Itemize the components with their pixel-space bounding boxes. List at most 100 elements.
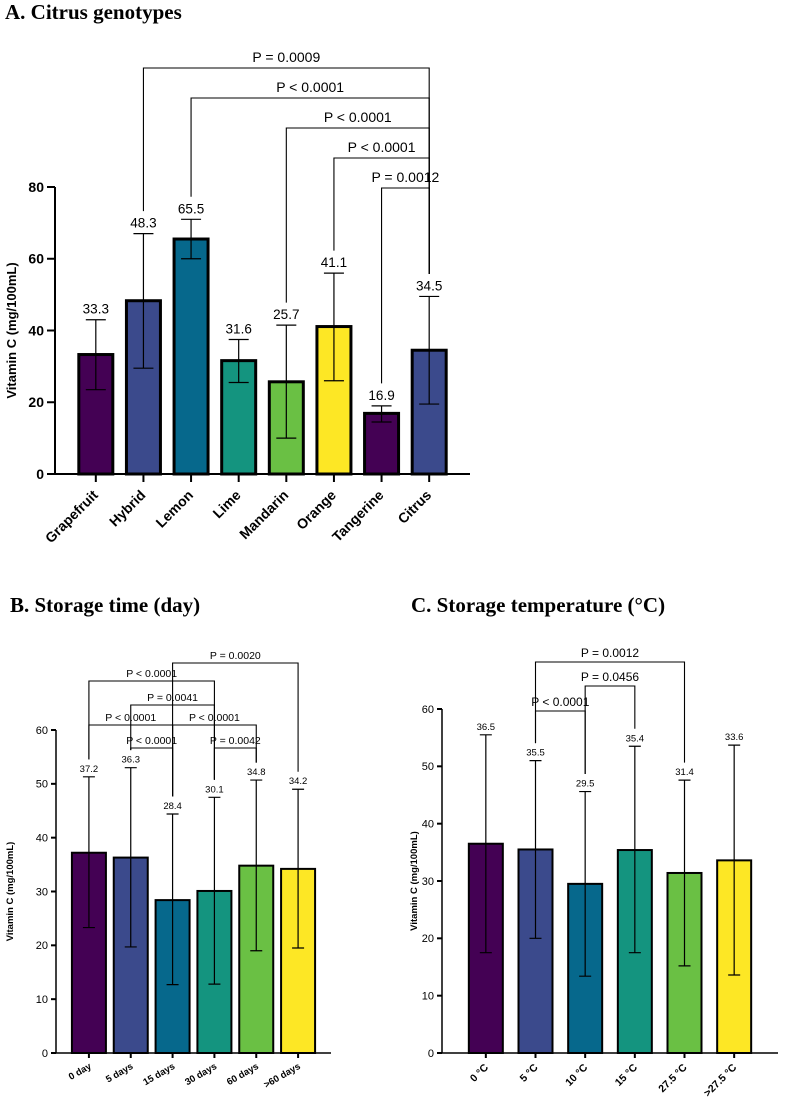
y-tick-label: 20 [28,394,44,410]
x-tick-label: 15 days [141,1061,177,1088]
x-tick-label: 0 °C [468,1061,491,1084]
p-value-label: P < 0.0001 [126,668,177,680]
y-tick-label: 10 [36,994,48,1006]
value-label: 36.3 [122,755,141,766]
value-label: 33.6 [725,732,744,743]
value-label: 31.6 [226,321,252,336]
significance-bracket [534,661,686,763]
y-tick-label: 0 [428,1048,434,1060]
value-label: 37.2 [80,764,99,775]
bar-lemon [172,237,210,476]
x-tick-label: 30 days [183,1061,219,1088]
error-bar [133,233,154,369]
chart-b: B. Storage time (day) 37.2 36.3 28.4 30.1 34.… [5,593,331,1091]
value-label: 34.8 [247,767,266,778]
x-tick-label: Grapefruit [42,487,101,546]
y-tick-label: 10 [422,991,434,1003]
p-value-label: P = 0.0456 [581,670,639,684]
p-value-label: P < 0.0001 [531,695,589,709]
significance-bracket [190,97,430,274]
axes [54,187,470,475]
error-bar [276,324,297,439]
error-bar [479,734,492,954]
value-label: 35.4 [626,733,645,744]
y-tick-label: 80 [28,179,44,195]
p-value-label: P < 0.0001 [126,735,177,747]
y-tick-label: 60 [36,725,48,737]
x-tick-label: Tangerine [329,487,387,545]
error-bar [371,405,392,423]
significance-bracket [584,685,636,775]
x-tick-label: Lemon [152,487,196,531]
y-tick-label: 30 [36,886,48,898]
significance-bracket [213,747,257,780]
p-value-label: P < 0.0001 [105,712,156,724]
value-label: 30.1 [205,784,224,795]
value-label: 31.4 [675,767,694,778]
error-bar [124,767,137,948]
error-bar [82,776,95,929]
y-tick-label: 60 [28,251,44,267]
p-value-label: P = 0.0012 [371,169,439,185]
x-tick-label: 0 day [67,1061,94,1083]
y-axis-label: Vitamin C (mg/100mL) [409,831,420,931]
y-tick-label: 40 [28,322,44,338]
value-label: 16.9 [368,388,394,403]
chart-a: A. Citrus genotypes 33.3 48.3 65.5 31.6 25.7 4… [4,0,470,546]
significance-bracket [130,747,174,797]
x-tick-label: 15 °C [613,1061,640,1088]
y-tick-label: 0 [42,1048,48,1060]
chart-title: A. Citrus genotypes [5,0,182,24]
y-tick-label: 50 [36,779,48,791]
error-bar [228,338,249,384]
p-value-label: P = 0.0042 [210,735,261,747]
value-label: 25.7 [273,307,299,322]
y-tick-label: 20 [422,933,434,945]
error-bar [678,779,691,967]
y-tick-label: 40 [422,819,434,831]
p-value-label: P < 0.0001 [276,79,344,95]
chart-c: C. Storage temperature (°C) 36.5 35.5 29.5 3… [409,593,778,1099]
y-tick-label: 50 [422,761,434,773]
x-tick-label: 5 °C [518,1061,541,1084]
error-bar [85,319,106,391]
chart-title: B. Storage time (day) [10,593,200,617]
value-label: 36.5 [477,722,496,733]
y-tick-label: 40 [36,833,48,845]
y-axis-label: Vitamin C (mg/100mL) [4,262,19,398]
p-value-label: P = 0.0020 [210,650,261,662]
x-tick-label: Mandarin [236,487,291,542]
x-tick-label: >60 days [262,1061,303,1091]
x-tick-label: 27.5 °C [656,1061,690,1095]
bar-tangerine [363,411,401,476]
error-bar [529,760,542,939]
error-bar [323,272,344,382]
x-tick-label: 5 days [104,1061,135,1085]
error-bar [181,218,202,260]
value-label: 33.3 [83,302,109,317]
y-tick-label: 0 [36,466,44,482]
y-tick-label: 60 [422,704,434,716]
y-axis-label: Vitamin C (mg/100mL) [5,842,16,942]
error-bar [292,788,305,949]
x-tick-label: >27.5 °C [702,1061,740,1099]
error-bar [419,295,440,405]
y-tick-label: 20 [36,940,48,952]
x-tick-label: 10 °C [563,1061,590,1088]
significance-bracket [172,662,299,797]
error-bar [250,779,263,952]
p-value-label: P = 0.0012 [581,646,639,660]
significance-bracket [534,710,586,775]
error-bar [208,796,221,985]
p-value-label: P = 0.0009 [252,49,320,65]
error-bar [166,813,179,986]
value-label: 28.4 [163,801,182,812]
x-tick-label: Hybrid [106,487,149,530]
x-tick-label: Lime [209,487,244,522]
chart-title: C. Storage temperature (°C) [411,593,665,617]
value-label: 34.5 [416,278,442,293]
p-value-label: P < 0.0001 [348,139,416,155]
value-label: 41.1 [321,255,347,270]
p-value-label: P < 0.0001 [189,712,240,724]
